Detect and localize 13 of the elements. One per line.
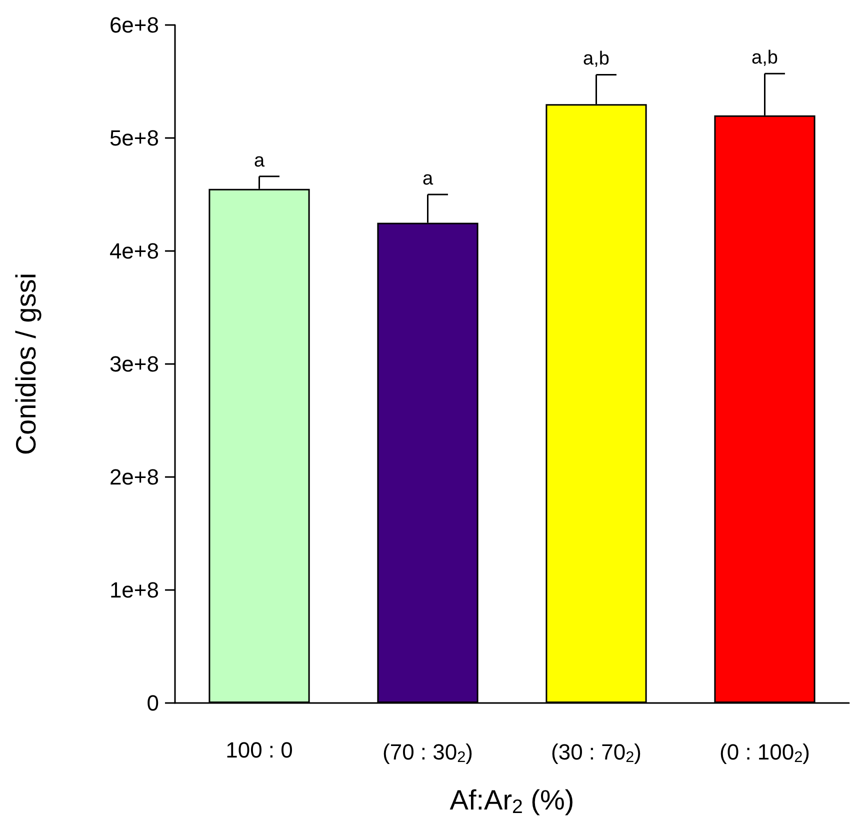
y-tick-label: 5e+8 — [109, 126, 159, 150]
annotation: a — [254, 150, 265, 172]
y-tick-label: 6e+8 — [109, 12, 159, 38]
annotation: a,b — [583, 48, 610, 70]
annotation: a — [422, 168, 434, 190]
x-tick-label: 100 : 0 — [226, 738, 293, 762]
y-tick-label: 1e+8 — [109, 578, 159, 602]
y-tick-label: 0 — [146, 690, 159, 716]
annotation: a,b — [752, 48, 778, 69]
y-tick-label: 4e+8 — [109, 238, 159, 264]
y-tick-label: 3e+8 — [109, 352, 159, 376]
y-tick-label: 2e+8 — [109, 464, 159, 490]
y-axis-title: Conidios / gssi — [10, 272, 42, 456]
